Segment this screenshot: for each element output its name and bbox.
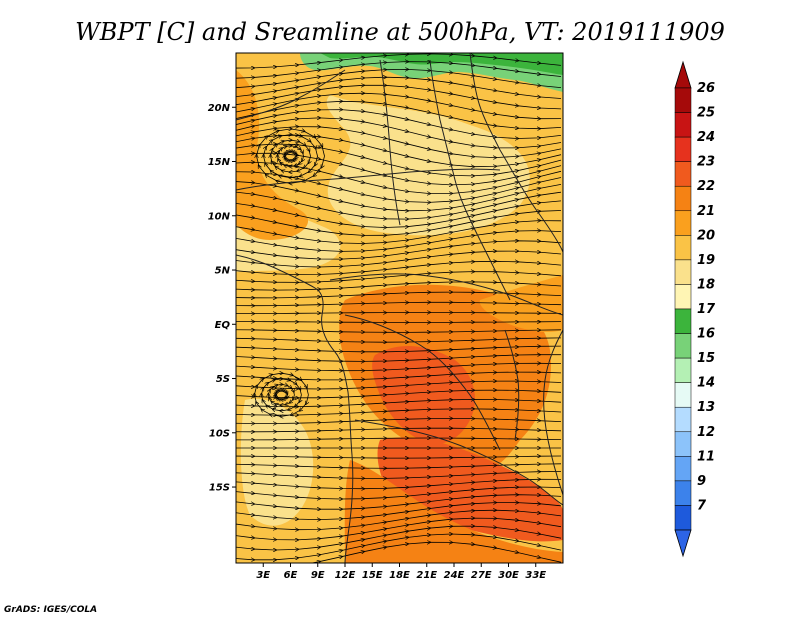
- border-congo: [344, 314, 501, 451]
- streamline: [236, 428, 562, 432]
- colorbar-label: 24: [697, 130, 715, 145]
- streamline: [257, 129, 325, 183]
- streamline: [236, 282, 562, 290]
- lon-tick-label: 24E: [444, 570, 465, 581]
- colorbar-swatch: [674, 333, 692, 359]
- border-north-central: [379, 59, 401, 226]
- colorbar-label: 11: [697, 449, 715, 464]
- country-borders: [236, 53, 563, 563]
- streamline: [231, 542, 562, 563]
- border-sahel: [236, 168, 501, 191]
- map-title: WBPT [C] and Sreamline at 500hPa, VT: 20…: [75, 18, 725, 46]
- colorbar-label: 17: [697, 302, 716, 317]
- latitude-axis: 20N 15N 10N 5N EQ 5S 10S 15S: [208, 103, 236, 494]
- lat-tick-label: EQ: [215, 320, 231, 331]
- lat-tick-label: 15S: [209, 483, 230, 494]
- lon-tick-label: 6E: [284, 570, 298, 581]
- lon-tick-label: 9E: [311, 570, 325, 581]
- streamline: [236, 346, 562, 352]
- lat-tick-label: 15N: [208, 157, 231, 168]
- lat-tick-label: 5S: [216, 374, 230, 385]
- border-east-lakes: [504, 329, 520, 441]
- lon-tick-label: 21E: [416, 570, 437, 581]
- coast-mozambique: [543, 329, 563, 496]
- wbpt-colorbar: 26 25 24 23 22 21 20 19 18 17 16 15 14 13 12 11 9 7: [674, 60, 716, 558]
- streamline: [254, 373, 308, 416]
- border-northwest: [236, 69, 346, 121]
- colorbar-label: 23: [697, 155, 715, 170]
- colorbar-swatch: [674, 357, 692, 383]
- streamline: [236, 418, 562, 423]
- colorbar-label: 15: [697, 351, 715, 366]
- streamline: [236, 456, 562, 458]
- colorbar-label: 25: [697, 106, 715, 121]
- colorbar-swatch: [674, 382, 692, 408]
- lon-tick-label: 3E: [256, 570, 270, 581]
- lat-tick-label: 5N: [215, 266, 231, 277]
- colorbar-swatch: [674, 185, 692, 212]
- colorbar-swatch: [674, 431, 692, 457]
- lat-tick-label: 10S: [209, 428, 230, 439]
- lon-tick-label: 27E: [471, 570, 492, 581]
- colorbar-swatch: [674, 235, 692, 261]
- colorbar-swatch: [674, 112, 692, 138]
- colorbar-swatch: [674, 308, 692, 334]
- streamline: [236, 312, 562, 313]
- lon-tick-label: 18E: [389, 570, 410, 581]
- lon-tick-label: 30E: [498, 570, 519, 581]
- border-nile-basin: [429, 59, 511, 301]
- colorbar-top-arrow: [674, 60, 692, 89]
- colorbar-swatch: [674, 284, 692, 310]
- colorbar-label: 26: [697, 81, 715, 96]
- lat-tick-label: 20N: [208, 103, 231, 114]
- colorbar-label: 20: [697, 228, 715, 243]
- colorbar-swatch: [674, 406, 692, 433]
- border-south-central: [354, 419, 563, 506]
- colorbar-label: 12: [697, 425, 715, 440]
- grads-credit: GrADS: IGES/COLA: [4, 605, 97, 615]
- colorbar-label: 16: [697, 327, 715, 342]
- longitude-axis: 3E 6E 9E 12E 15E 18E 21E 24E 27E 30E 33E: [256, 563, 546, 581]
- border-central: [329, 273, 563, 316]
- colorbar-bottom-arrow: [674, 529, 692, 558]
- streamline: [236, 363, 562, 370]
- colorbar-swatch: [674, 136, 692, 162]
- colorbar-label: 22: [697, 179, 715, 194]
- lon-tick-label: 15E: [362, 570, 383, 581]
- streamline: [236, 355, 561, 362]
- streamline: [236, 338, 562, 342]
- coastline-west-africa: [236, 254, 354, 563]
- colorbar-swatch: [674, 210, 692, 236]
- colorbar-swatch: [674, 505, 692, 531]
- streamline: [236, 438, 562, 440]
- lat-tick-label: 10N: [208, 211, 231, 222]
- streamline: [236, 464, 562, 469]
- streamline: [236, 322, 562, 323]
- map-panel: 20N 15N 10N 5N EQ 5S 10S 15S 3E 6E 9E 12E 15E 18E 21E…: [208, 52, 564, 581]
- colorbar-label: 14: [697, 376, 715, 391]
- colorbar-label: 19: [697, 253, 715, 268]
- streamline: [236, 302, 562, 305]
- colorbar-label: 18: [697, 277, 715, 292]
- streamline-field: [231, 54, 562, 563]
- colorbar-label: 9: [697, 474, 706, 489]
- colorbar-label: 13: [697, 400, 715, 415]
- coastline-east-africa: [469, 53, 563, 253]
- lon-tick-label: 33E: [525, 570, 546, 581]
- colorbar-label: 7: [697, 498, 707, 513]
- colorbar-swatch: [674, 259, 692, 285]
- colorbar-swatch: [674, 480, 692, 506]
- colorbar-swatch: [674, 161, 692, 187]
- colorbar-swatch: [674, 87, 692, 113]
- colorbar-label: 21: [697, 204, 715, 219]
- lon-tick-label: 12E: [335, 570, 356, 581]
- colorbar-swatch: [674, 456, 692, 482]
